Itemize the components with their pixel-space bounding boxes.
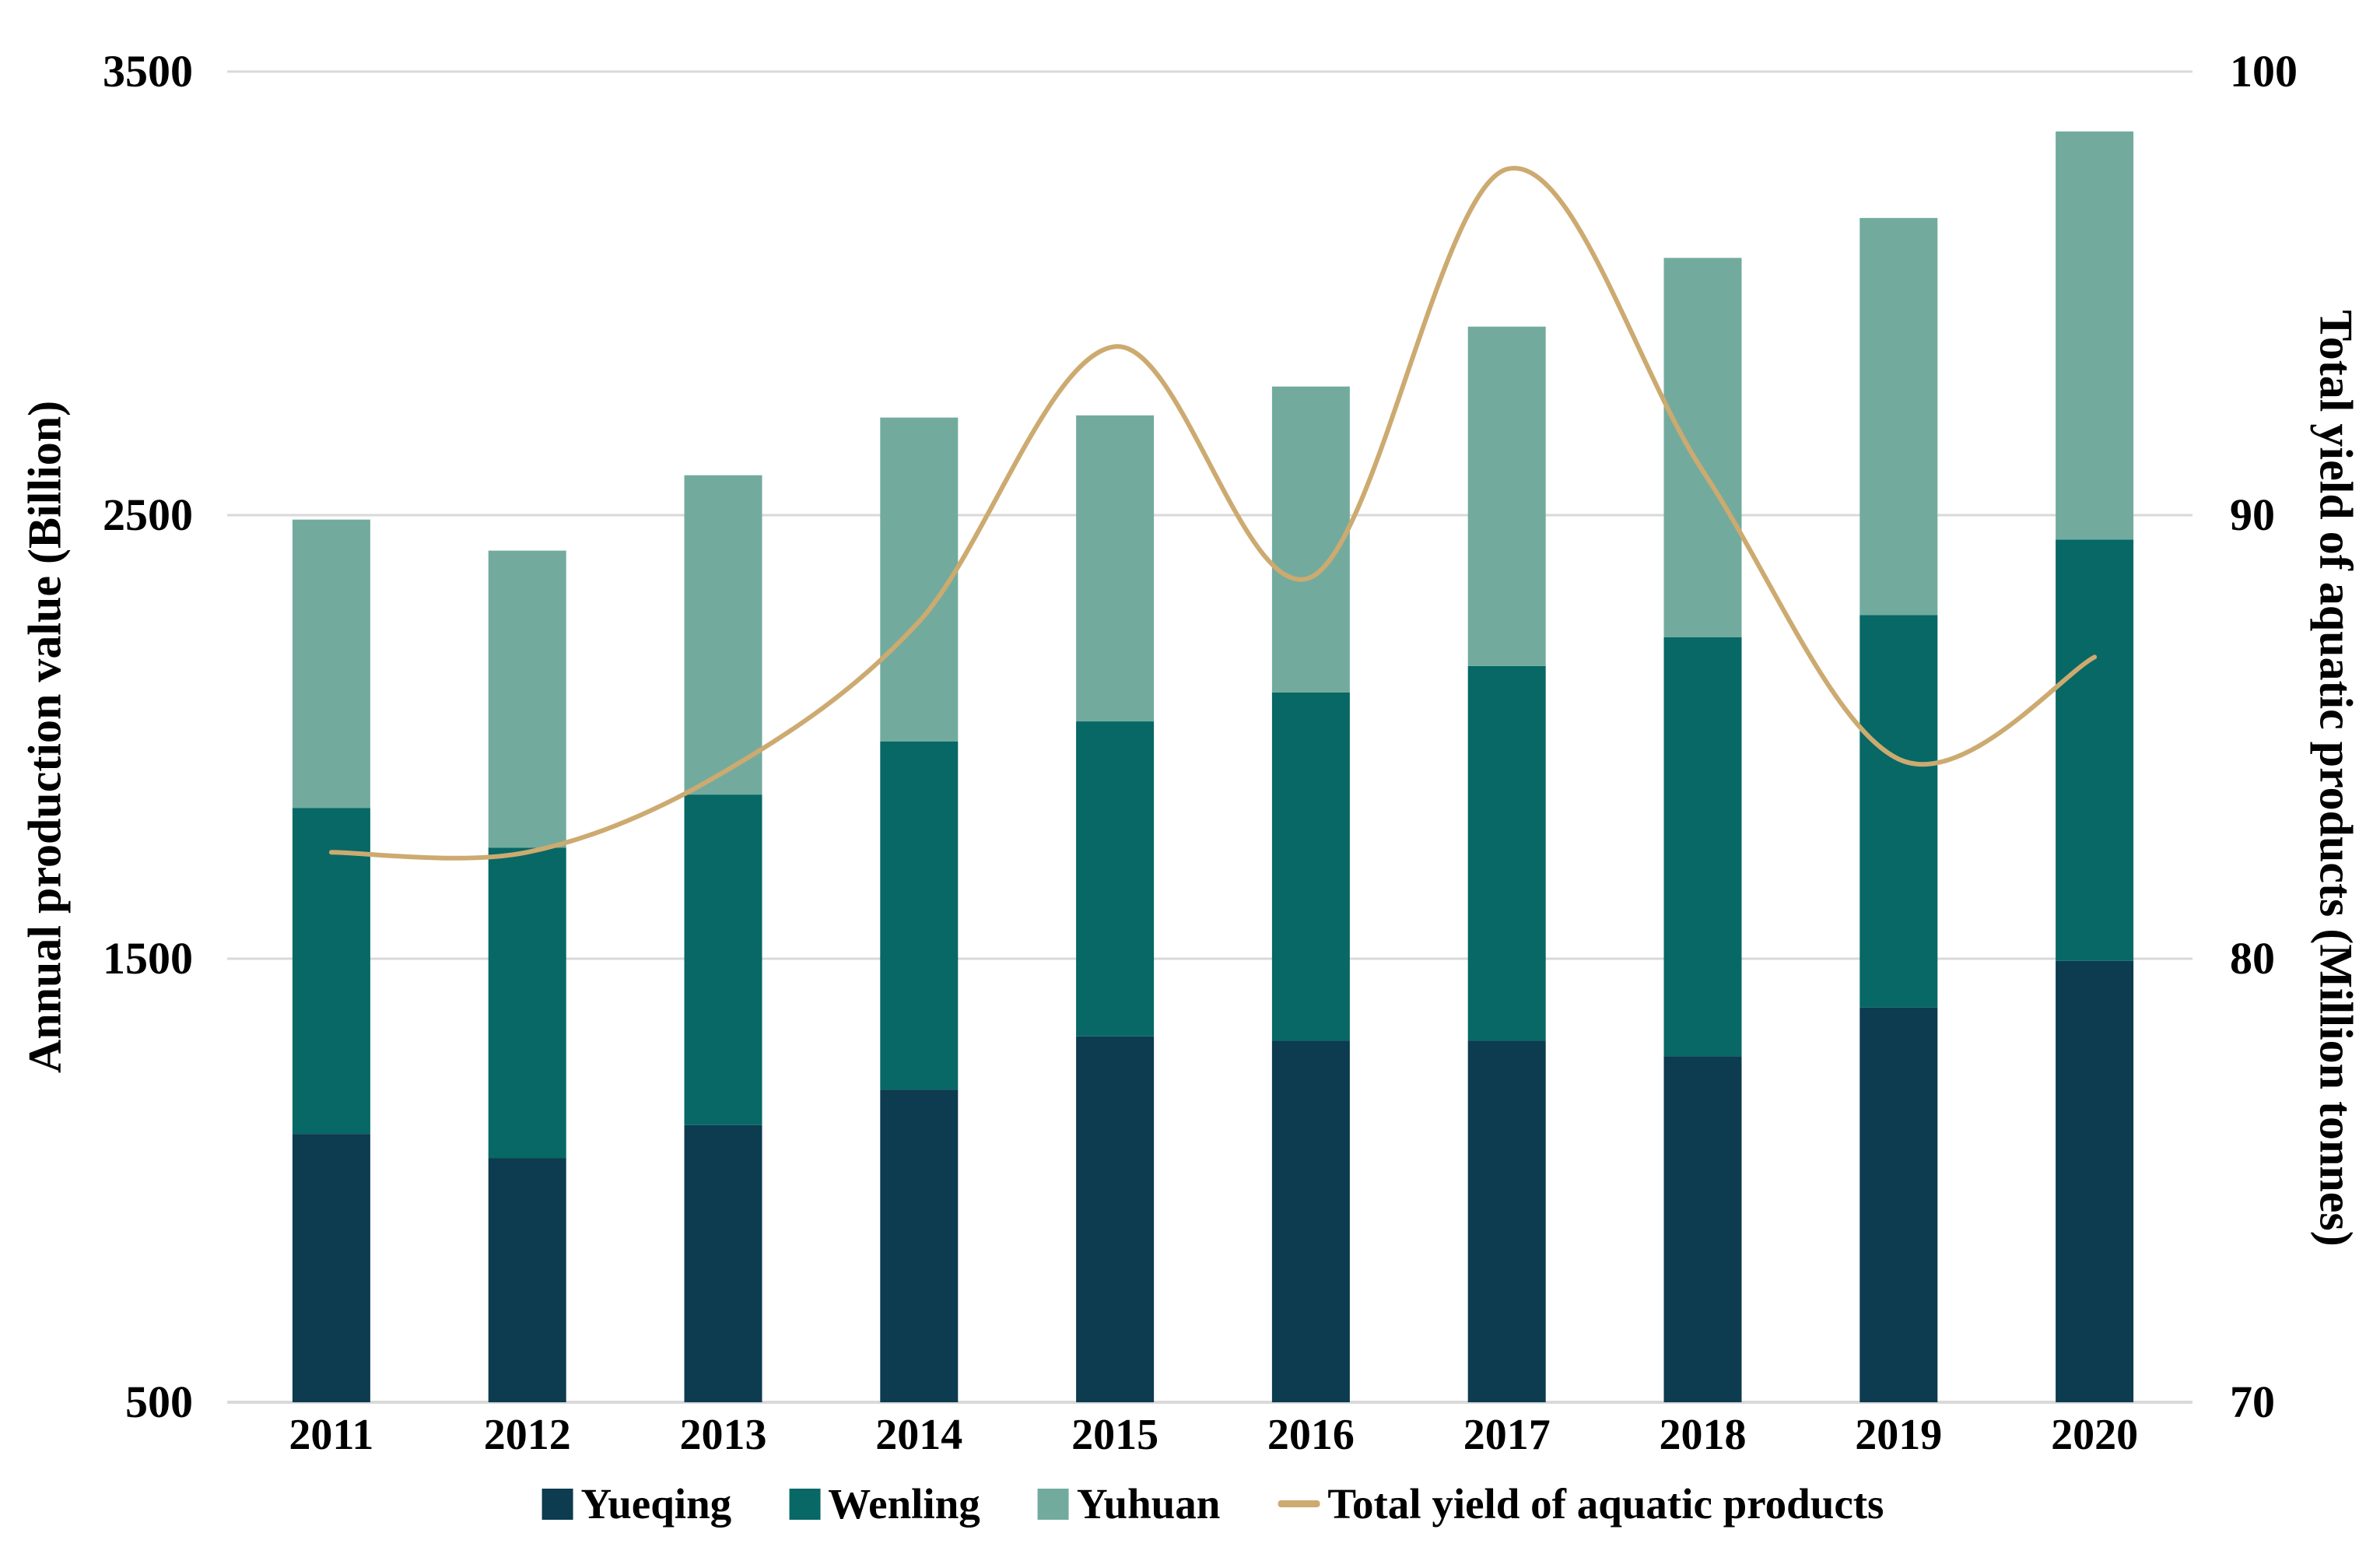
bar-segment-wenling-2015 [1076, 721, 1155, 1037]
legend-label: Total yield of aquatic products [1327, 1480, 1884, 1528]
bar-segment-yuhuan-2018 [1663, 258, 1742, 637]
right-axis-tick-70: 70 [2230, 1377, 2275, 1427]
x-axis-label-2018: 2018 [1659, 1411, 1747, 1459]
bar-segment-yueqing-2020 [2056, 960, 2134, 1402]
left-axis-tick-1500: 1500 [103, 933, 193, 984]
total-yield-line [328, 166, 2098, 861]
legend-item-wenling: Wenling [789, 1482, 980, 1525]
legend-label: Yueqing [580, 1480, 732, 1528]
bar-segment-yueqing-2012 [488, 1158, 566, 1402]
bar-segment-yuhuan-2020 [2056, 131, 2134, 540]
bar-segment-yueqing-2011 [292, 1134, 370, 1402]
bar-segment-wenling-2016 [1271, 693, 1350, 1041]
left-axis-tick-2500: 2500 [103, 489, 193, 540]
legend-square-icon [542, 1488, 573, 1520]
bar-segment-yuhuan-2012 [488, 550, 566, 848]
right-axis-tick-90: 90 [2230, 489, 2275, 540]
x-axis-label-2019: 2019 [1855, 1411, 1943, 1459]
bar-segment-wenling-2013 [684, 795, 762, 1125]
bar-segment-wenling-2011 [292, 808, 370, 1135]
right-axis-tick-80: 80 [2230, 933, 2275, 984]
bar-segment-yueqing-2016 [1271, 1040, 1350, 1402]
bar-segment-yuhuan-2015 [1076, 415, 1155, 722]
bar-segment-yuhuan-2014 [880, 417, 959, 742]
bar-segment-yueqing-2014 [880, 1089, 959, 1402]
bar-segment-wenling-2012 [488, 847, 566, 1159]
left-axis-tick-500: 500 [125, 1377, 193, 1427]
x-axis-label-2015: 2015 [1071, 1411, 1159, 1459]
legend-item-yuhuan: Yuhuan [1037, 1480, 1221, 1528]
bar-segment-yuhuan-2016 [1271, 386, 1350, 693]
bar-segment-wenling-2019 [1859, 615, 1938, 1008]
x-axis-label-2016: 2016 [1267, 1411, 1355, 1459]
x-axis-label-2014: 2014 [875, 1411, 963, 1459]
bar-segment-wenling-2020 [2056, 539, 2134, 961]
bar-segment-yuhuan-2013 [684, 475, 762, 795]
legend-label: Wenling [828, 1480, 980, 1528]
legend-label: Yuhuan [1076, 1480, 1221, 1528]
left-axis-tick-3500: 3500 [103, 46, 193, 96]
legend: Yueqing Wenling Yuhuan Total yield of aquat… [542, 1482, 1884, 1525]
bar-segment-yueqing-2019 [1859, 1007, 1938, 1402]
bar-segment-wenling-2017 [1467, 665, 1546, 1041]
bar-segment-yueqing-2018 [1663, 1056, 1742, 1402]
legend-square-icon [1037, 1488, 1069, 1520]
x-axis-label-2012: 2012 [483, 1411, 571, 1459]
left-axis-title: Annual production value (Billion) [19, 400, 71, 1074]
legend-item-yueqing: Yueqing [542, 1480, 732, 1528]
x-axis-label-2011: 2011 [289, 1411, 374, 1459]
legend-square-icon [789, 1488, 821, 1520]
x-axis-label-2020: 2020 [2051, 1411, 2139, 1459]
legend-line-marker-icon [1278, 1500, 1320, 1507]
bar-segment-yueqing-2013 [684, 1124, 762, 1402]
x-axis-label-2017: 2017 [1463, 1411, 1551, 1459]
x-axis-label-2013: 2013 [679, 1411, 767, 1459]
bar-segment-yuhuan-2017 [1467, 326, 1546, 666]
bar-segment-wenling-2018 [1663, 637, 1742, 1057]
right-axis-tick-100: 100 [2230, 46, 2298, 96]
bar-segment-yuhuan-2019 [1859, 218, 1938, 616]
right-axis-title: Total yield of aquatic products (Million… [2310, 310, 2362, 1247]
bar-segment-yuhuan-2011 [292, 519, 370, 809]
bar-segment-yueqing-2015 [1076, 1036, 1155, 1402]
bar-segment-yueqing-2017 [1467, 1040, 1546, 1402]
bar-segment-wenling-2014 [880, 741, 959, 1090]
legend-item-total-yield: Total yield of aquatic products [1278, 1482, 1884, 1525]
